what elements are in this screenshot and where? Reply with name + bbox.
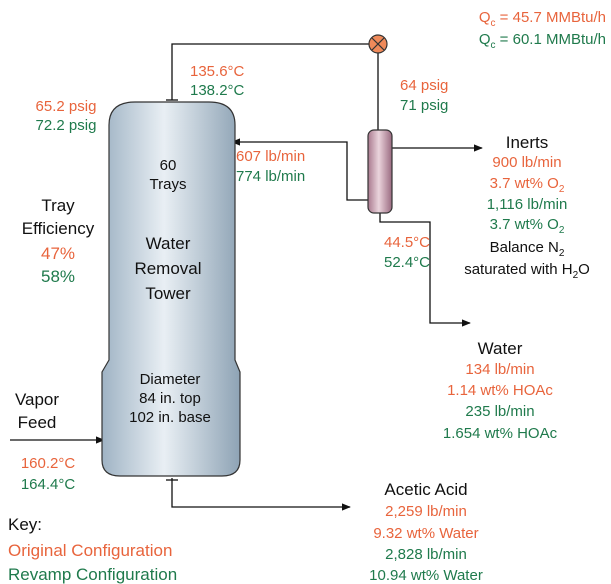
overhead-line — [171, 43, 369, 100]
key-title: Key: — [8, 515, 42, 534]
label: Efficiency — [22, 219, 95, 238]
tower-name: Tower — [145, 284, 191, 303]
label: 1.14 wt% HOAc — [447, 382, 553, 399]
label: 102 in. base — [129, 409, 211, 426]
label: 71 psig — [400, 97, 448, 114]
label: 2,259 lb/min — [385, 503, 467, 520]
accumulator — [367, 129, 393, 214]
label: 47% — [41, 244, 75, 263]
tower — [101, 101, 241, 477]
label: Balance N2 — [490, 239, 565, 259]
tower-name: Removal — [134, 259, 201, 278]
label: 2,828 lb/min — [385, 546, 467, 563]
label: 135.6°C — [190, 63, 245, 80]
label: 52.4°C — [384, 254, 430, 271]
label: Tray — [41, 196, 75, 215]
label: 44.5°C — [384, 234, 430, 251]
label: 65.2 psig — [36, 98, 97, 115]
tower-name: Water — [146, 234, 191, 253]
key-entry: Original Configuration — [8, 541, 172, 560]
stream-title: Inerts — [506, 133, 549, 152]
key-entry: Revamp Configuration — [8, 565, 177, 584]
label: 774 lb/min — [236, 168, 305, 185]
label: 9.32 wt% Water — [373, 525, 478, 542]
label: 3.7 wt% O2 — [490, 175, 565, 195]
label: Trays — [150, 176, 187, 193]
label: Feed — [18, 413, 57, 432]
stream-title: Acetic Acid — [384, 480, 467, 499]
label: 164.4°C — [21, 476, 76, 493]
label: 607 lb/min — [236, 148, 305, 165]
label: Vapor — [15, 390, 59, 409]
label: 72.2 psig — [36, 117, 97, 134]
label: 160.2°C — [21, 455, 76, 472]
label: 84 in. top — [139, 390, 201, 407]
label: 58% — [41, 267, 75, 286]
label: 60 — [160, 157, 177, 174]
water-line — [379, 213, 471, 327]
label: 10.94 wt% Water — [369, 567, 483, 584]
duty-revamp: Qc = 60.1 MMBtu/h — [479, 31, 606, 51]
duty-original: Qc = 45.7 MMBtu/h — [479, 9, 606, 29]
label: 235 lb/min — [465, 403, 534, 420]
label: saturated with H2O — [464, 261, 590, 281]
label: 134 lb/min — [465, 361, 534, 378]
label: 1.654 wt% HOAc — [443, 425, 558, 442]
reflux-line — [231, 138, 368, 201]
label: 1,116 lb/min — [487, 196, 568, 213]
bottoms-line — [171, 478, 351, 511]
label: 138.2°C — [190, 82, 245, 99]
stream-title: Water — [478, 339, 523, 358]
label: Diameter — [140, 371, 201, 388]
label: 3.7 wt% O2 — [490, 216, 565, 236]
condenser — [368, 34, 388, 54]
piping — [10, 43, 483, 511]
label: 900 lb/min — [492, 154, 561, 171]
label: 64 psig — [400, 77, 448, 94]
